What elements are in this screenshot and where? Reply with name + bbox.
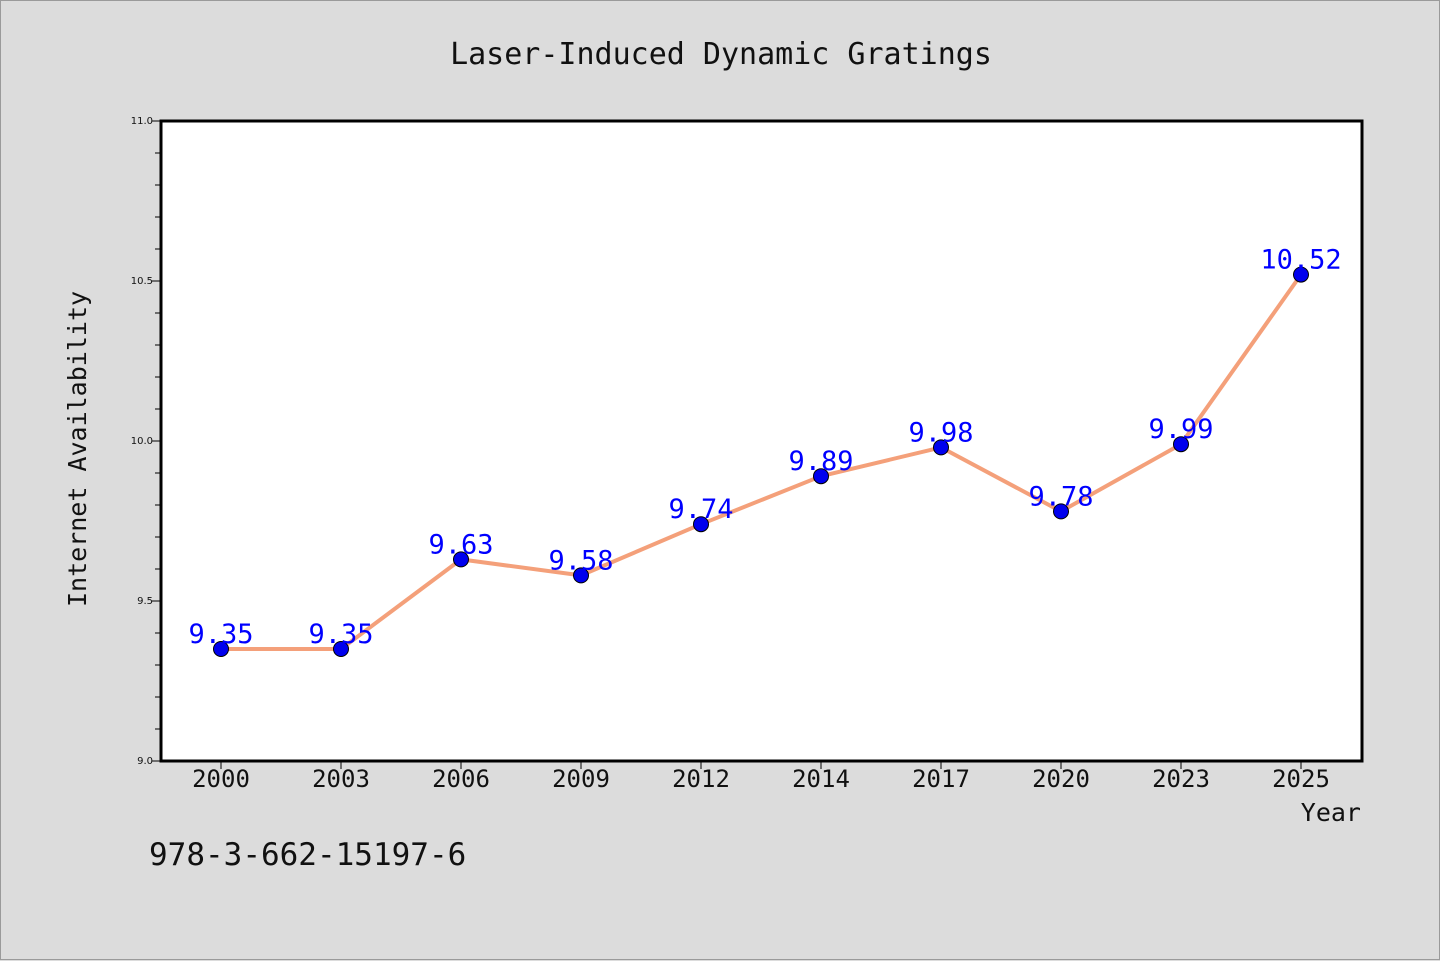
x-tick-label: 2020	[1032, 765, 1090, 793]
y-tick-label: 9.0	[137, 756, 153, 767]
data-point	[813, 468, 829, 485]
y-tick-label: 9.5	[137, 596, 153, 607]
data-point	[933, 439, 949, 456]
x-tick-label: 2023	[1152, 765, 1210, 793]
data-point	[1293, 266, 1309, 283]
x-tick-label: 2009	[552, 765, 610, 793]
data-label: 9.74	[668, 494, 733, 525]
data-label: 9.78	[1028, 481, 1093, 512]
data-label: 9.99	[1148, 414, 1213, 445]
data-labels: 9.35 9.35 9.63 9.58 9.74 9.89 9.98 9.78 9.99 10.5…	[188, 245, 1341, 650]
data-point	[693, 516, 709, 533]
data-label: 10.52	[1260, 245, 1341, 276]
data-point	[1173, 436, 1189, 453]
data-label: 9.89	[788, 446, 853, 477]
x-tick-label: 2000	[192, 765, 250, 793]
y-axis-ticks: 9.0 9.5 10.0 10.5 11.0	[131, 116, 160, 767]
plot-area	[161, 121, 1362, 761]
plot-frame	[159, 119, 1364, 763]
series-line-group	[221, 273, 1303, 651]
data-label: 9.98	[908, 417, 973, 448]
data-label: 9.35	[308, 619, 373, 650]
data-point	[213, 641, 229, 657]
x-tick-label: 2025	[1272, 765, 1330, 793]
data-label: 9.63	[428, 529, 493, 560]
data-point	[333, 641, 349, 657]
x-axis-ticks: 2000 2003 2006 2009 2012 2014 2017 2020 2023 2025	[192, 762, 1330, 793]
series-line	[221, 273, 1303, 651]
data-label: 9.58	[548, 545, 613, 576]
chart-title: Laser-Induced Dynamic Gratings	[450, 37, 992, 72]
x-tick-label: 2003	[312, 765, 370, 793]
x-axis-label: Year	[1301, 798, 1361, 827]
x-tick-label: 2017	[912, 765, 970, 793]
series-markers	[213, 266, 1309, 657]
data-label: 9.35	[188, 619, 253, 650]
data-point	[1053, 503, 1069, 520]
isbn-text: 978-3-662-15197-6	[149, 837, 466, 873]
x-tick-label: 2006	[432, 765, 490, 793]
y-axis-label: Internet Availability	[63, 291, 92, 607]
y-tick-label: 10.0	[131, 436, 153, 447]
y-tick-label: 10.5	[131, 276, 153, 287]
x-tick-label: 2014	[792, 765, 850, 793]
data-point	[573, 567, 589, 584]
x-tick-label: 2012	[672, 765, 730, 793]
y-tick-label: 11.0	[131, 116, 153, 127]
y-minor-ticks	[155, 152, 160, 730]
data-point	[453, 551, 469, 568]
